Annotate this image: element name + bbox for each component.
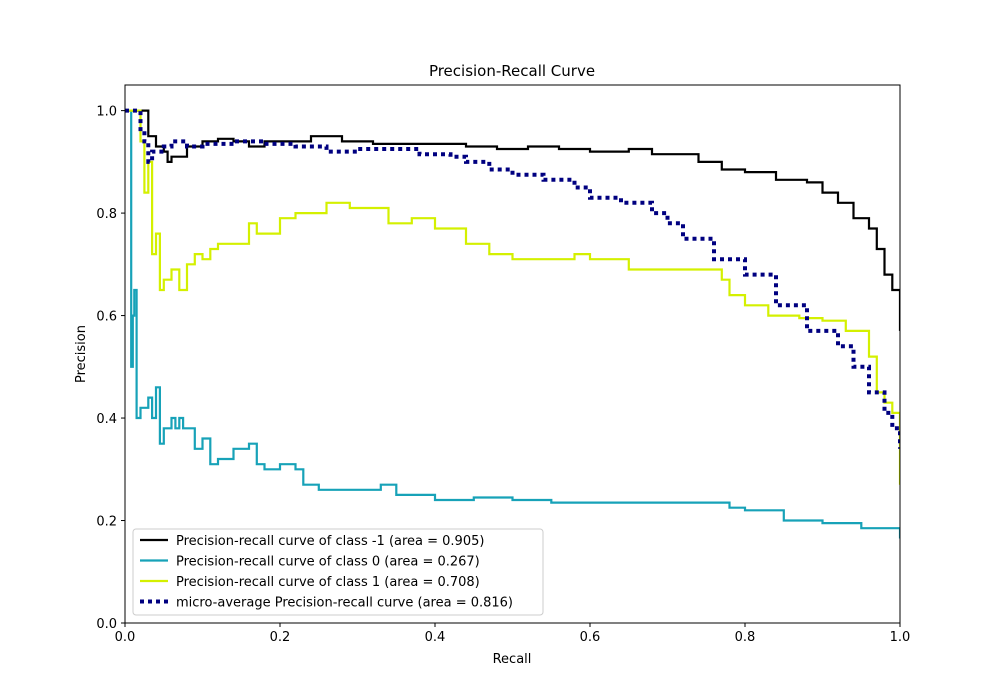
x-tick-label: 0.4 (425, 630, 446, 645)
chart-title: Precision-Recall Curve (429, 62, 595, 80)
x-axis-ticks: 0.0 0.2 0.4 0.6 0.8 1.0 (115, 623, 911, 645)
legend-box (132, 528, 544, 616)
plot-lines (125, 108, 900, 539)
x-tick-label: 0.0 (115, 630, 136, 645)
y-tick-label: 0.6 (96, 310, 117, 325)
y-tick-label: 0.4 (96, 412, 117, 427)
y-tick-label: 0.8 (96, 207, 117, 222)
series-line-0 (125, 109, 900, 331)
legend-label: micro-average Precision-recall curve (ar… (176, 596, 513, 611)
legend: Precision-recall curve of class -1 (area… (132, 528, 544, 616)
x-tick-label: 0.6 (580, 630, 601, 645)
x-tick-label: 0.8 (735, 630, 756, 645)
legend-label: Precision-recall curve of class -1 (area… (176, 534, 484, 549)
x-tick-label: 1.0 (890, 630, 911, 645)
series-line-2 (125, 109, 900, 485)
legend-label: Precision-recall curve of class 1 (area … (176, 575, 480, 590)
y-tick-label: 0.0 (96, 617, 117, 632)
x-tick-label: 0.2 (270, 630, 291, 645)
x-axis-label: Recall (493, 652, 532, 667)
y-tick-label: 0.2 (96, 515, 117, 530)
y-axis-label: Precision (74, 325, 89, 383)
y-axis-ticks: 0.0 0.2 0.4 0.6 0.8 1.0 (96, 105, 125, 632)
series-line-3 (125, 108, 900, 449)
legend-label: Precision-recall curve of class 0 (area … (176, 555, 480, 570)
y-tick-label: 1.0 (96, 105, 117, 120)
plot-frame (124, 84, 901, 624)
series-line-1 (125, 109, 900, 539)
